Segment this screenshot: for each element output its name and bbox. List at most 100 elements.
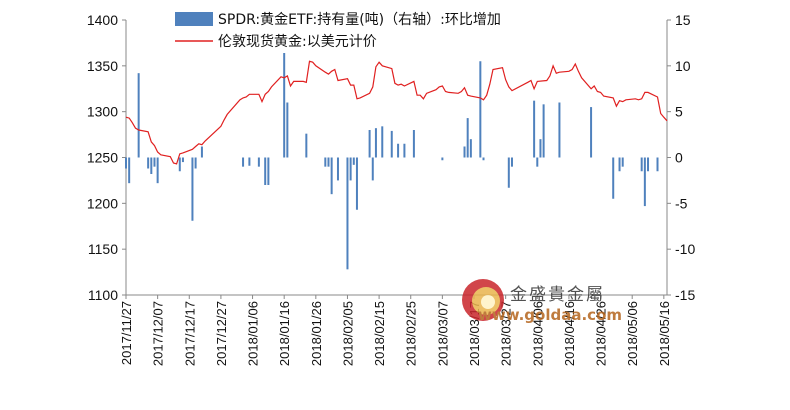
etf-bar	[355, 157, 358, 210]
x-tick-label: 2017/12/07	[151, 301, 166, 366]
etf-bar	[346, 157, 349, 270]
etf-bar	[397, 143, 400, 158]
y-left-ticks: 1100 1150 1200 1250 1300 1350 1400	[87, 12, 126, 303]
etf-bar	[181, 157, 184, 163]
etf-bar	[200, 146, 203, 158]
y-left-tick-label: 1150	[88, 241, 118, 257]
etf-bar	[403, 143, 406, 158]
etf-bar	[137, 73, 140, 158]
etf-bar	[336, 157, 339, 181]
etf-bar	[640, 157, 643, 172]
etf-bar	[330, 157, 333, 195]
etf-bar	[510, 157, 513, 167]
etf-bar	[128, 157, 131, 184]
y-right-tick-label: 10	[675, 58, 691, 74]
etf-bar	[479, 61, 482, 158]
etf-bar	[305, 133, 308, 158]
etf-bar	[147, 157, 150, 169]
y-left-tick-label: 1300	[87, 104, 118, 120]
etf-bar	[349, 157, 352, 181]
x-tick-label: 2018/01/16	[277, 301, 292, 366]
etf-bar	[381, 126, 384, 158]
legend-line-label: 伦敦现货黄金:以美元计价	[218, 33, 377, 50]
etf-bar	[324, 157, 327, 167]
x-tick-label: 2018/04/06	[530, 301, 545, 366]
y-right-tick-label: -5	[675, 195, 688, 211]
etf-bar	[618, 157, 621, 172]
legend-bar-swatch	[175, 12, 213, 26]
x-tick-label: 2018/04/16	[562, 301, 577, 366]
axes	[125, 20, 668, 296]
etf-bar	[125, 157, 127, 169]
etf-bar	[153, 157, 156, 167]
legend: SPDR:黄金ETF:持有量(吨)（右轴）:环比增加 伦敦现货黄金:以美元计价	[175, 11, 501, 50]
y-right-tick-label: -10	[675, 241, 695, 257]
watermark-text: 金盛貴金屬	[510, 285, 605, 305]
etf-bar	[257, 157, 260, 167]
x-tick-label: 2018/02/15	[372, 301, 387, 366]
etf-bar	[643, 157, 646, 207]
etf-bar	[466, 118, 469, 158]
logo-circle-core	[481, 295, 495, 309]
x-tick-label: 2018/03/07	[435, 301, 450, 366]
etf-bar	[536, 157, 539, 167]
etf-bar	[327, 157, 330, 167]
etf-bar	[286, 102, 289, 158]
y-right-tick-label: 0	[675, 150, 683, 166]
etf-bar	[590, 107, 593, 158]
x-tick-label: 2018/03/27	[499, 301, 514, 366]
etf-bar	[482, 157, 485, 161]
etf-bars	[125, 53, 659, 270]
x-tick-label: 2018/02/25	[404, 301, 419, 366]
x-tick-label: 2018/01/26	[309, 301, 324, 366]
etf-bar	[374, 128, 377, 158]
etf-bar	[463, 146, 466, 158]
y-left-tick-label: 1100	[88, 287, 118, 303]
etf-bar	[178, 157, 181, 172]
x-tick-label: 2018/02/05	[340, 301, 355, 366]
etf-bar	[267, 157, 270, 185]
etf-bar	[390, 130, 393, 158]
etf-bar	[150, 157, 153, 174]
etf-bar	[507, 157, 510, 188]
y-left-tick-label: 1400	[87, 12, 118, 28]
etf-bar	[558, 102, 561, 158]
watermark-url: www.goldaa.com	[478, 306, 622, 324]
etf-bar	[542, 104, 545, 158]
y-left-tick-label: 1200	[87, 195, 118, 211]
watermark-logo: 金盛貴金屬 www.goldaa.com	[462, 279, 622, 324]
y-right-tick-label: -15	[675, 287, 695, 303]
etf-bar	[264, 157, 267, 185]
etf-bar	[647, 157, 650, 172]
etf-bar	[656, 157, 659, 172]
x-tick-label: 2017/12/27	[214, 301, 229, 366]
x-tick-label: 2018/05/06	[625, 301, 640, 366]
etf-bar	[194, 157, 197, 169]
x-tick-label: 2018/01/06	[246, 301, 261, 366]
etf-bar	[248, 157, 251, 166]
x-tick-label: 2017/12/17	[182, 301, 197, 366]
etf-bar	[441, 157, 444, 161]
etf-bar	[283, 53, 286, 158]
etf-bar	[368, 130, 371, 158]
etf-bar	[533, 100, 536, 158]
etf-bar	[156, 157, 159, 184]
x-tick-label: 2018/05/16	[657, 301, 672, 366]
etf-bar	[352, 157, 355, 165]
etf-bar	[242, 157, 245, 167]
etf-bar	[469, 139, 472, 158]
x-tick-label: 2018/04/26	[594, 301, 609, 366]
y-right-ticks: -15 -10 -5 0 5 10 15	[667, 12, 695, 303]
x-ticks: 2017/11/27 2017/12/07 2017/12/17 2017/12/27…	[119, 295, 672, 366]
y-right-tick-label: 15	[675, 12, 691, 28]
y-left-tick-label: 1250	[87, 150, 118, 166]
etf-bar	[621, 157, 624, 167]
etf-bar	[371, 157, 374, 181]
gold-price-line	[125, 60, 668, 165]
etf-bar	[412, 130, 415, 158]
etf-bar	[191, 157, 194, 221]
etf-bar	[539, 139, 542, 158]
legend-bar-label: SPDR:黄金ETF:持有量(吨)（右轴）:环比增加	[218, 11, 501, 28]
y-left-tick-label: 1350	[87, 58, 118, 74]
